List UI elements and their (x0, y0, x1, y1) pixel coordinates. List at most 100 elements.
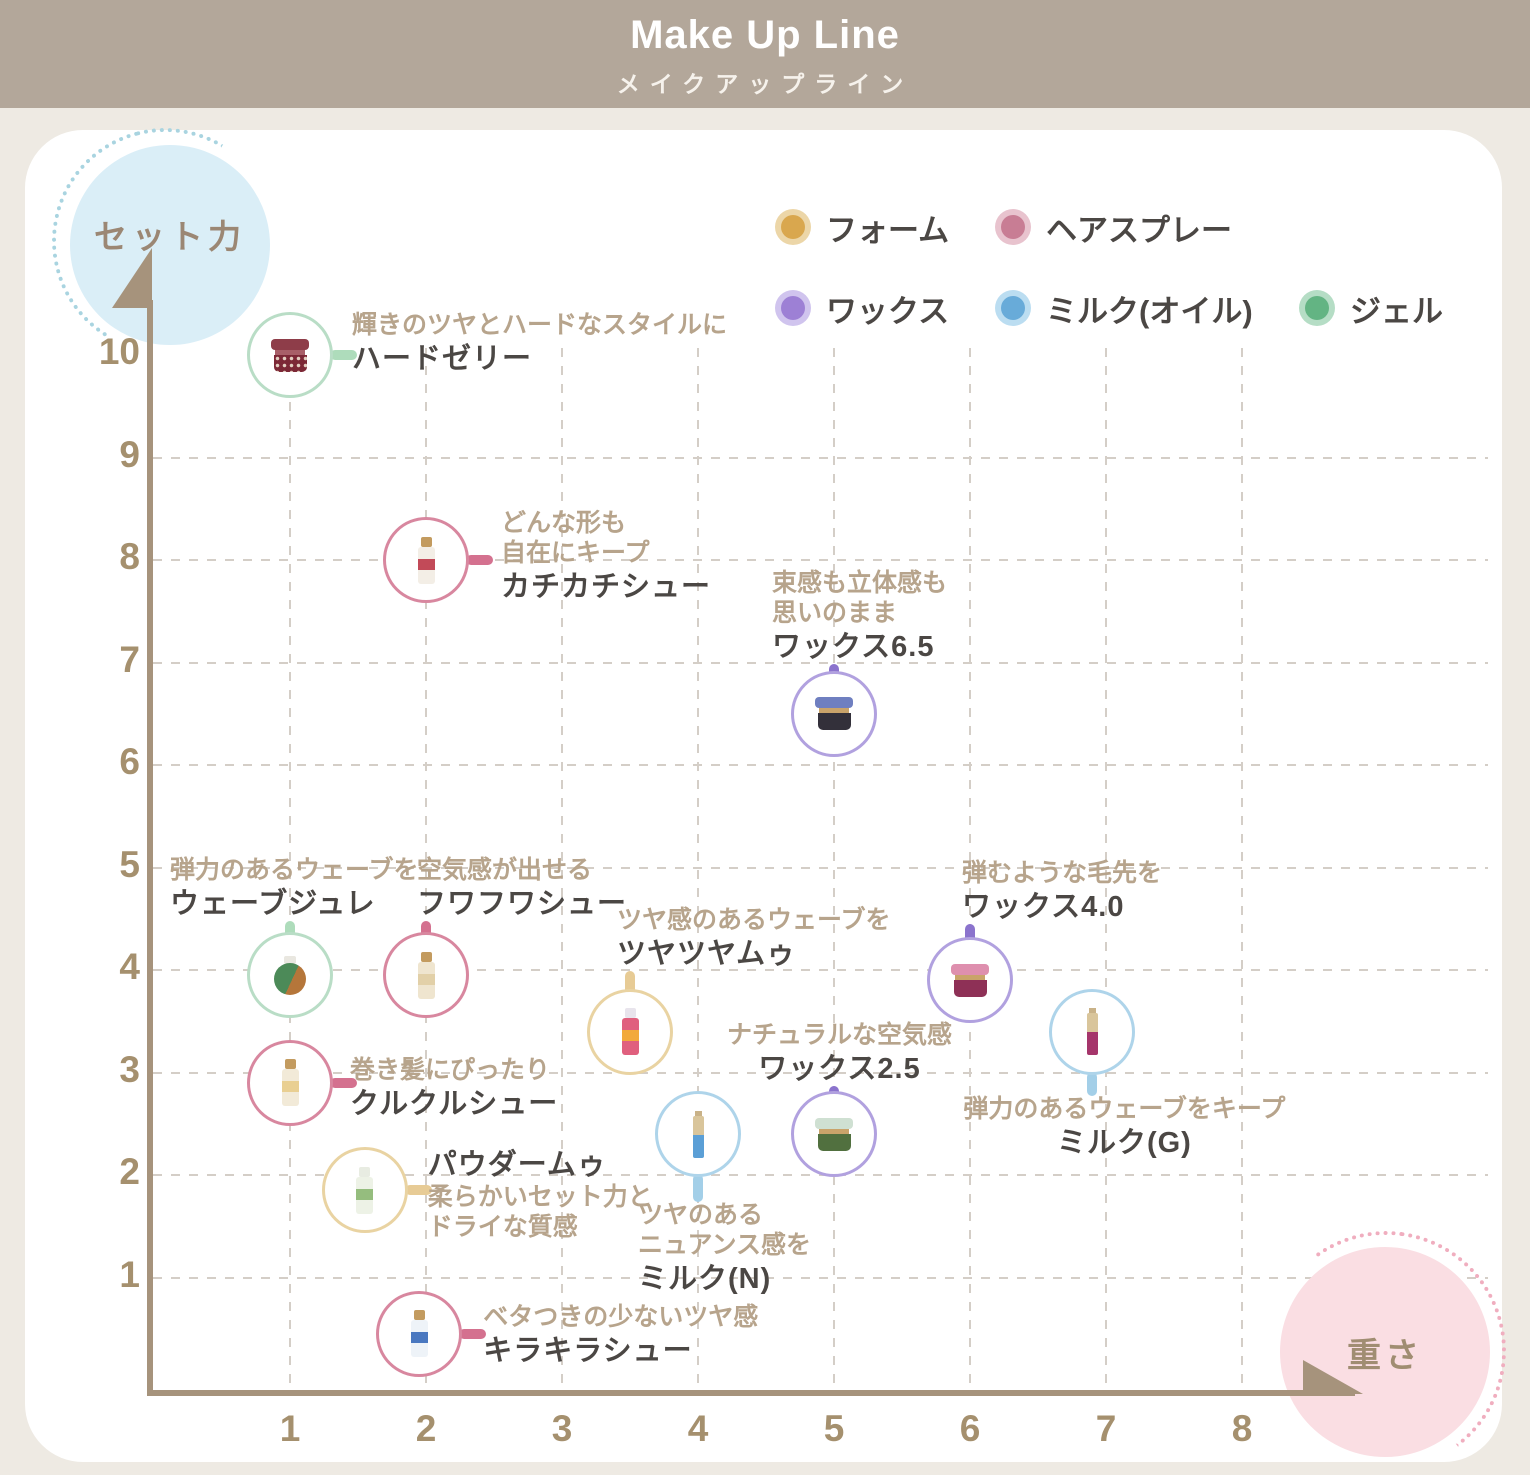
product-desc: どんな形も (501, 509, 627, 537)
x-tick: 3 (551, 1408, 573, 1449)
jar-rim (955, 974, 985, 980)
product-desc: ベタつきの少ないツヤ感 (483, 1302, 759, 1331)
legend-label: ミルク(オイル) (1046, 293, 1253, 329)
legend-label: ワックス (826, 293, 950, 329)
y-axis-label: セット力 (94, 218, 246, 255)
gridline-horizontal (153, 1071, 1488, 1074)
gridline-horizontal (153, 456, 1488, 459)
bottle-label (410, 1332, 428, 1344)
product-name: キラキラシュー (483, 1334, 693, 1367)
y-axis-line (147, 300, 153, 1396)
product-label: 束感も立体感も 思いのまま ワックス6.5 (772, 568, 947, 664)
x-axis-label-bubble: 重さ (1280, 1247, 1490, 1457)
jar-body (953, 979, 987, 997)
product-desc: 巻き髪にぴったり (350, 1055, 551, 1084)
jar-rim (275, 349, 305, 355)
product-name: ワックス6.5 (772, 630, 935, 663)
product-marker (587, 988, 673, 1075)
y-tick: 1 (119, 1253, 140, 1295)
product-name: ミルク(G) (1056, 1126, 1192, 1159)
legend-dot-icon (1001, 215, 1025, 239)
product-desc: ツヤのある (638, 1201, 764, 1229)
y-tick: 6 (119, 741, 140, 782)
label-connector (330, 350, 357, 360)
product-icon (417, 951, 435, 999)
product-icon (281, 1059, 299, 1107)
header-bar: Make Up Line メイクアップライン (0, 0, 1530, 108)
product-marker (791, 670, 877, 757)
product-name: クルクルシュー (350, 1087, 559, 1120)
product-icon (692, 1110, 704, 1158)
legend-item: ワックス (772, 287, 949, 329)
product-desc: 輝きのツヤとハードなスタイルに (352, 311, 728, 339)
product-name: パウダームゥ (427, 1149, 607, 1182)
gridline-horizontal (153, 764, 1488, 766)
product-icon (621, 1008, 639, 1055)
product-marker (376, 1290, 463, 1377)
product-desc: 自在にキープ (501, 539, 650, 567)
gridline-vertical (1241, 348, 1243, 1392)
gridline-vertical (289, 348, 291, 1392)
bottle-cap (420, 951, 432, 962)
product-label: ツヤのある ニュアンス感を ミルク(N) (638, 1200, 811, 1296)
product-marker (1049, 988, 1136, 1075)
product-marker (383, 517, 469, 603)
product-icon (274, 955, 306, 995)
product-marker (927, 937, 1013, 1024)
product-marker (321, 1147, 408, 1234)
product-marker (247, 1039, 333, 1126)
product-name: ウェーブジュレ (170, 888, 376, 921)
legend-dot-icon (1305, 296, 1329, 320)
product-icon (356, 1166, 374, 1214)
product-icon (951, 963, 989, 997)
product-desc: ナチュラルな空気感 (727, 1021, 953, 1049)
x-tick: 6 (959, 1408, 981, 1449)
product-label: どんな形も 自在にキープ カチカチシュー (501, 508, 711, 604)
product-icon (1086, 1008, 1098, 1055)
y-tick: 10 (98, 331, 140, 372)
product-desc: 思いのまま (772, 598, 898, 627)
product-label: 輝きのツヤとハードなスタイルに ハードゼリー (352, 310, 727, 376)
jar-lid (815, 697, 853, 709)
y-tick: 3 (119, 1048, 140, 1090)
bottle-label (417, 973, 435, 985)
product-name: ワックス4.0 (962, 891, 1125, 924)
y-tick: 5 (119, 843, 140, 885)
legend-dot-icon (781, 215, 805, 239)
bottle-cap (284, 1059, 296, 1070)
label-connector (330, 1077, 357, 1088)
x-axis-line (147, 1390, 1355, 1396)
bottle-body (692, 1115, 704, 1158)
legend-item: ミルク(オイル) (992, 287, 1253, 329)
jar-body (817, 1133, 851, 1151)
product-desc: 柔らかいセット力と (427, 1183, 653, 1212)
product-desc: ニュアンス感を (638, 1231, 812, 1259)
product-marker (247, 932, 333, 1019)
gridline-horizontal (153, 559, 1488, 561)
product-icon (417, 536, 435, 584)
bottle-label (621, 1030, 639, 1041)
product-label: 弾むような毛先を ワックス4.0 (962, 858, 1162, 924)
label-connector (404, 1185, 432, 1196)
legend-item: ジェル (1296, 287, 1443, 329)
jar-lid (951, 963, 989, 975)
gridline-vertical (425, 348, 427, 1392)
page-title: Make Up Line (630, 13, 900, 57)
bottle-body (417, 961, 435, 999)
x-tick: 5 (823, 1408, 845, 1449)
label-connector (459, 1328, 487, 1339)
product-label: ツヤ感のあるウェーブを ツヤツヤムゥ (617, 905, 891, 971)
product-icon (815, 1117, 853, 1151)
label-connector (421, 921, 431, 940)
product-label: パウダームゥ 柔らかいセット力と ドライな質感 (428, 1146, 653, 1242)
bottle-body (621, 1018, 639, 1055)
gridline-vertical (833, 348, 835, 1392)
product-name: フワフワシュー (417, 888, 628, 921)
bottle-cap (624, 1008, 636, 1018)
product-desc: 弾力のあるウェーブをキープ (963, 1094, 1286, 1123)
legend-item: フォーム (772, 206, 949, 248)
legend-dot-icon (781, 296, 805, 320)
product-marker (383, 932, 469, 1019)
